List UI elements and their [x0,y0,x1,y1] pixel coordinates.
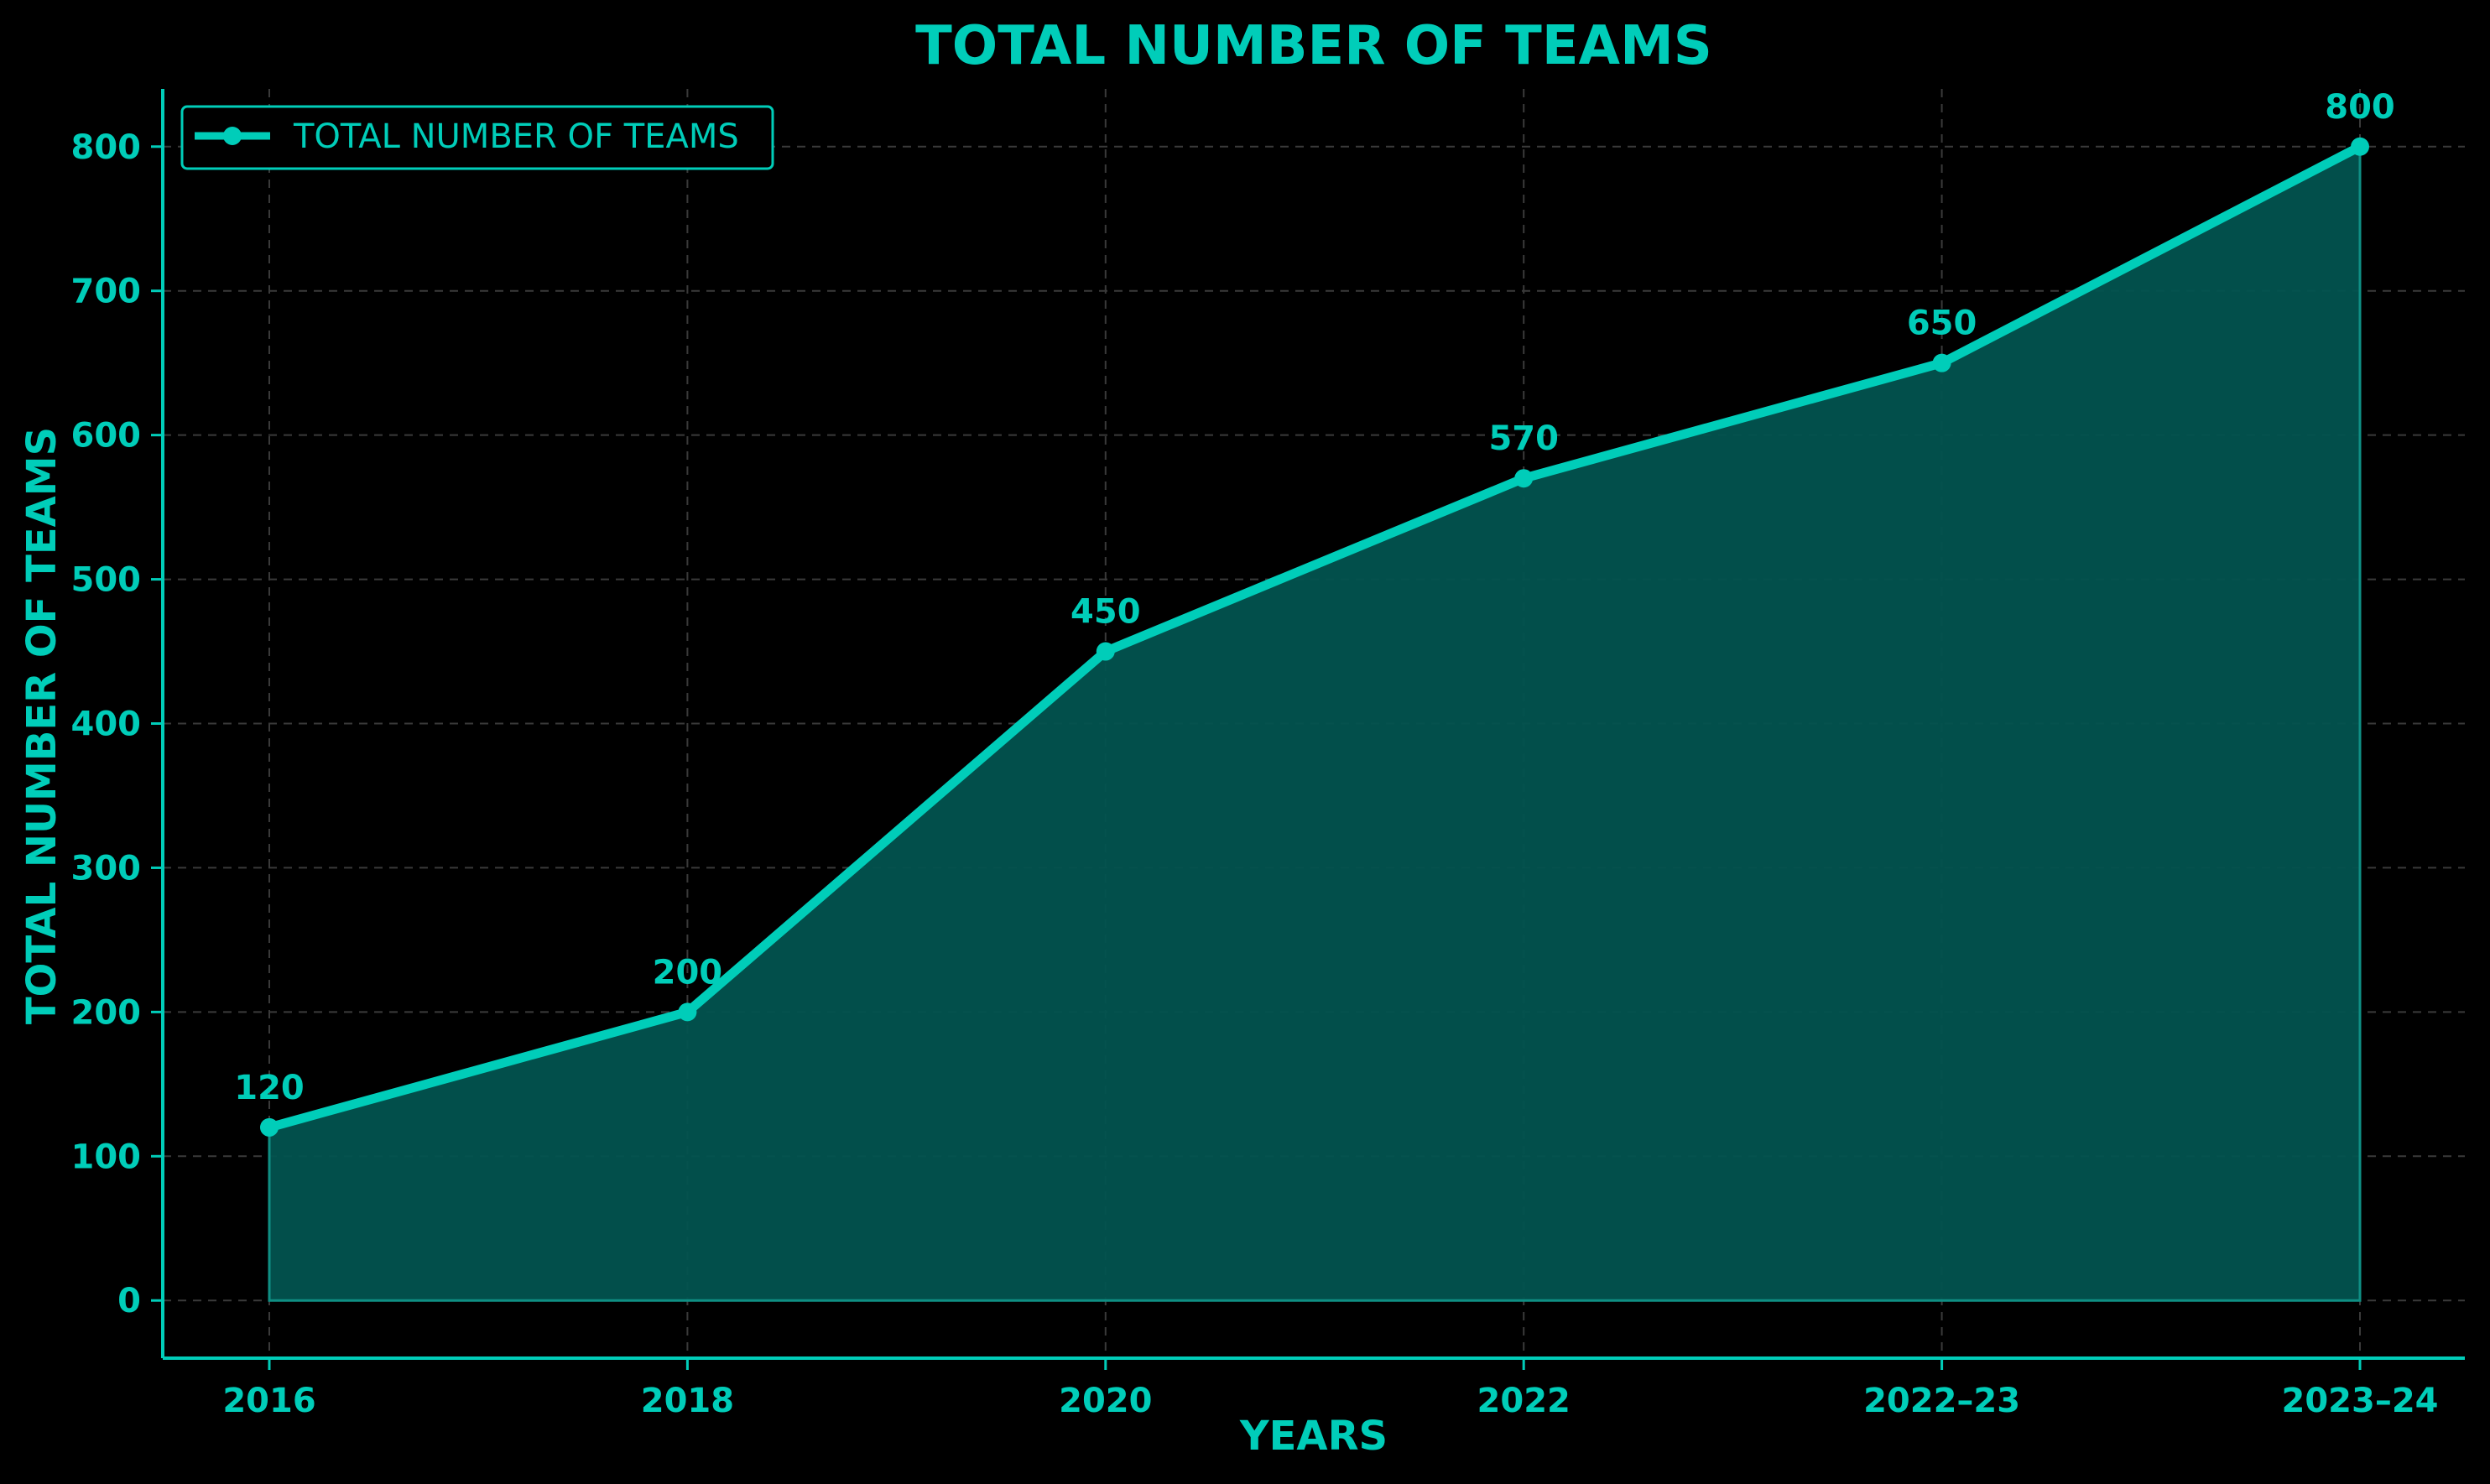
y-tick-label: 700 [71,273,142,311]
data-label-2022–23: 650 [1907,305,1977,343]
data-point-2022 [1514,469,1534,488]
y-tick-label: 0 [117,1282,141,1320]
y-axis-ticks: 0 100 200 300 400 500 600 700 800 [71,128,163,1320]
x-axis-label: YEARS [1239,1413,1388,1460]
data-label-2016: 120 [234,1069,305,1107]
data-point-2023–24 [2351,137,2369,156]
y-tick-label: 300 [71,849,142,888]
legend-box [180,105,774,170]
data-points [260,137,2369,1137]
y-axis-label: TOTAL NUMBER OF TEAMS [18,427,65,1024]
x-axis-ticks: 2016 2018 2020 2022 2022–23 2023–24 [222,1358,2439,1420]
data-point-2020 [1096,642,1115,661]
data-point-2016 [260,1117,279,1137]
x-tick-label: 2020 [1059,1382,1152,1420]
series-line [264,142,2365,1133]
data-label-2023–24: 800 [2325,88,2395,127]
data-point-2022–23 [1932,353,1951,372]
y-tick-label: 500 [71,561,142,600]
y-tick-label: 800 [71,128,142,167]
data-labels: 120 200 450 570 650 800 [234,88,2395,1107]
legend: TOTAL NUMBER OF TEAMS [180,105,774,170]
data-label-2018: 200 [653,953,723,992]
x-tick-label: 2022 [1477,1382,1571,1420]
y-tick-label: 200 [71,993,142,1032]
data-point-2018 [678,1002,697,1022]
x-tick-label: 2023–24 [2282,1382,2439,1420]
data-label-2020: 450 [1070,593,1141,632]
y-tick-label: 600 [71,417,142,456]
y-tick-label: 100 [71,1138,142,1176]
series-line-layer [264,142,2365,1133]
data-label-2022: 570 [1488,419,1559,458]
chart-title: TOTAL NUMBER OF TEAMS [915,15,1712,77]
x-tick-label: 2016 [222,1382,315,1420]
y-tick-label: 400 [71,706,142,744]
x-tick-label: 2018 [641,1382,734,1420]
x-tick-label: 2022–23 [1863,1382,2020,1420]
legend-entry-label: TOTAL NUMBER OF TEAMS [293,117,739,156]
legend-marker-swatch [223,127,242,145]
